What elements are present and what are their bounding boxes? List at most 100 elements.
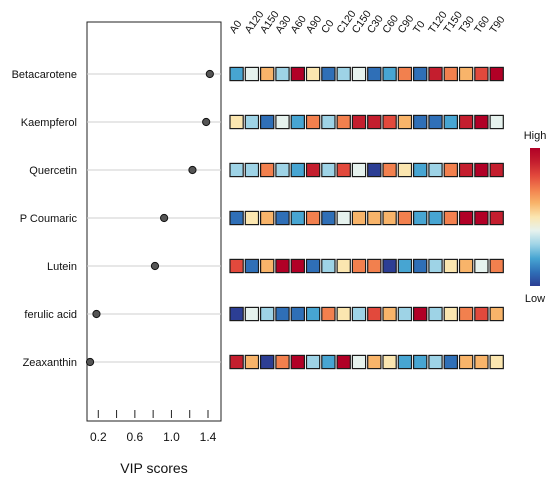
heatmap-cell	[489, 306, 504, 322]
heatmap-cell	[474, 306, 489, 322]
heatmap-cell	[382, 210, 397, 226]
heatmap-cell	[351, 354, 367, 370]
heatmap-cell	[351, 306, 367, 322]
heatmap-cell	[443, 306, 459, 322]
heatmap-cell	[382, 306, 397, 322]
heatmap-cell	[229, 354, 244, 370]
x-axis-title: VIP scores	[120, 460, 187, 476]
heatmap-cell	[260, 66, 275, 82]
heatmap-cell	[305, 258, 321, 274]
heatmap-cell	[489, 354, 504, 370]
heatmap-cell	[413, 306, 428, 322]
heatmap-cell	[397, 354, 413, 370]
heatmap-cell	[382, 354, 397, 370]
heatmap-cell	[336, 210, 351, 226]
heatmap-cell	[244, 66, 260, 82]
heatmap-cell	[244, 354, 260, 370]
heatmap-cell	[336, 258, 351, 274]
vip-point	[188, 165, 197, 175]
heatmap-cell	[367, 162, 382, 178]
heatmap-cell	[443, 258, 459, 274]
compound-label: Zeaxanthin	[23, 357, 77, 369]
heatmap-cell	[489, 258, 504, 274]
heatmap-cell	[244, 114, 260, 130]
heatmap-cell	[321, 354, 336, 370]
legend-low-label: Low	[525, 293, 545, 305]
heatmap-cell	[351, 210, 367, 226]
heatmap-cell	[367, 306, 382, 322]
heatmap-cell	[489, 114, 504, 130]
heatmap-cell	[443, 354, 459, 370]
heatmap-cell	[336, 114, 351, 130]
heatmap-cell	[367, 258, 382, 274]
heatmap-cell	[458, 258, 474, 274]
heatmap-cell	[305, 66, 321, 82]
heatmap-cell	[413, 354, 428, 370]
compound-label: Betacarotene	[12, 69, 77, 81]
compound-labels: Betacarotene Kaempferol Quercetin P Coumari…	[12, 69, 78, 369]
heatmap-cell	[275, 162, 290, 178]
x-tick-label: 1.4	[200, 430, 217, 444]
compound-label: Lutein	[47, 261, 77, 273]
heatmap-cell	[321, 306, 336, 322]
compound-label: Quercetin	[29, 165, 77, 177]
heatmap-cell	[275, 258, 290, 274]
x-tick-label: 1.0	[163, 430, 180, 444]
x-tick-label: 0.6	[127, 430, 144, 444]
heatmap-cell	[275, 210, 290, 226]
color-legend: High Low	[524, 130, 547, 305]
x-axis: 0.2 0.6 1.0 1.4	[90, 410, 217, 444]
vip-point	[92, 309, 101, 319]
heatmap-cell	[260, 114, 275, 130]
heatmap-cell	[428, 162, 443, 178]
heatmap-cell	[290, 354, 306, 370]
heatmap-cell	[336, 306, 351, 322]
heatmap-cell	[290, 258, 306, 274]
legend-high-label: High	[524, 130, 547, 142]
heatmap-cell	[367, 210, 382, 226]
heatmap-cell	[458, 114, 474, 130]
heatmap-cell	[458, 306, 474, 322]
heatmap-cell	[443, 114, 459, 130]
heatmap-cell	[489, 210, 504, 226]
heatmap-cell	[397, 114, 413, 130]
heatmap-cell	[275, 354, 290, 370]
heatmap-cell	[305, 114, 321, 130]
vip-plot-panel: Betacarotene Kaempferol Quercetin P Coumari…	[12, 21, 222, 476]
heatmap-cell	[336, 66, 351, 82]
heatmap-cell	[275, 114, 290, 130]
heatmap-cell	[229, 306, 244, 322]
heatmap-cell	[290, 306, 306, 322]
heatmap-cell	[290, 114, 306, 130]
heatmap-cell	[229, 66, 244, 82]
heatmap-cell	[474, 354, 489, 370]
heatmap-cell	[382, 162, 397, 178]
heatmap-cells	[229, 66, 504, 370]
heatmap-cell	[229, 114, 244, 130]
heatmap-cell	[260, 258, 275, 274]
heatmap-cell	[244, 162, 260, 178]
heatmap-cell	[260, 162, 275, 178]
heatmap-cell	[229, 210, 244, 226]
vip-point	[160, 213, 169, 223]
vip-point	[150, 261, 160, 271]
heatmap-cell	[321, 210, 336, 226]
x-tick-label: 0.2	[90, 430, 107, 444]
heatmap-cell	[428, 114, 443, 130]
heatmap-cell	[474, 210, 489, 226]
heatmap-cell	[305, 306, 321, 322]
heatmap-cell	[290, 66, 306, 82]
heatmap-cell	[244, 306, 260, 322]
column-label: T0	[411, 19, 428, 36]
heatmap-cell	[275, 66, 290, 82]
column-label: A0	[227, 18, 244, 36]
heatmap-cell	[443, 162, 459, 178]
heatmap-cell	[397, 210, 413, 226]
heatmap-cell	[321, 162, 336, 178]
heatmap-cell	[413, 210, 428, 226]
heatmap-cell	[260, 210, 275, 226]
heatmap-cell	[474, 258, 489, 274]
vip-point	[85, 357, 95, 367]
heatmap-cell	[489, 66, 504, 82]
heatmap-cell	[229, 162, 244, 178]
